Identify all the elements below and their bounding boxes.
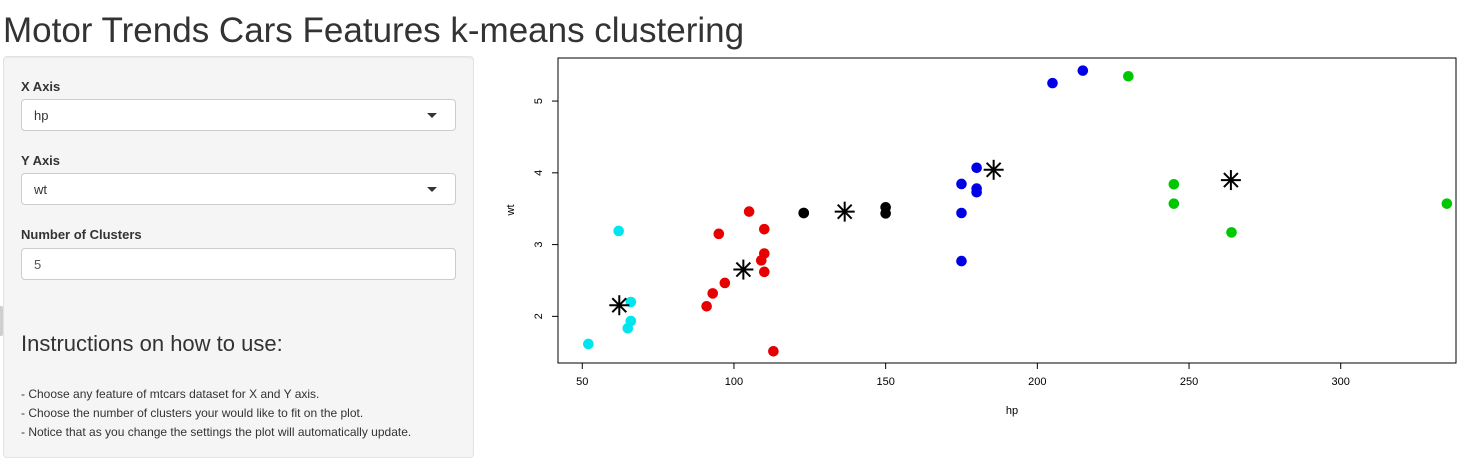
data-point [1441, 198, 1453, 209]
cluster-center-marker [1220, 170, 1241, 191]
cluster-center-marker [609, 295, 630, 316]
instruction-line: - Choose the number of clusters your wou… [21, 406, 364, 420]
center-star-stroke [735, 261, 752, 278]
y-axis-select-value: wt [34, 181, 47, 197]
data-point [625, 315, 637, 327]
data-point [701, 301, 712, 312]
clusters-input[interactable]: 5 [21, 248, 456, 280]
data-point [758, 248, 770, 259]
y-axis-select[interactable]: wt [21, 173, 456, 205]
data-point [758, 223, 770, 235]
instruction-line: - Notice that as you change the settings… [21, 425, 412, 439]
data-point [743, 206, 755, 217]
data-point [798, 207, 810, 219]
instructions-heading: Instructions on how to use: [21, 331, 283, 356]
data-point [1226, 227, 1237, 238]
cluster-center-marker [834, 201, 855, 222]
data-point [956, 207, 967, 219]
x-axis-label: X Axis [21, 79, 61, 94]
data-point [768, 346, 779, 357]
x-tick-label: 200 [1028, 376, 1046, 388]
data-point [971, 162, 982, 174]
cluster-center-marker [983, 159, 1004, 180]
center-star-stroke [1223, 172, 1239, 188]
data-point [1123, 71, 1134, 82]
page-title: Motor Trends Cars Features k-means clust… [3, 11, 745, 50]
data-point [971, 183, 982, 194]
center-star-stroke [985, 162, 1002, 178]
plot-frame [557, 57, 1457, 364]
cluster-center-marker [733, 259, 754, 280]
y-tick-label: 4 [533, 170, 545, 176]
center-star-stroke [836, 203, 853, 220]
instruction-line: - Choose any feature of mtcars dataset f… [21, 387, 320, 401]
y-axis-label: Y Axis [21, 153, 61, 168]
data-point [758, 266, 770, 278]
data-point [713, 228, 725, 240]
data-point [1168, 179, 1180, 190]
x-axis-select-value: hp [34, 107, 49, 123]
sidebar-collapse-handle[interactable] [0, 306, 3, 336]
data-point [583, 338, 594, 350]
data-point [613, 225, 624, 237]
data-point [1047, 77, 1058, 89]
data-point [956, 178, 967, 190]
x-axis-title: hp [1006, 405, 1018, 417]
data-point [719, 277, 731, 289]
y-tick-label: 3 [533, 242, 545, 248]
x-axis-select[interactable]: hp [21, 99, 456, 131]
clusters-label: Number of Clusters [21, 227, 142, 242]
kmeans-scatter-plot: hp wt 50 100 150 200 250 300 2 3 4 5 [505, 57, 1457, 417]
data-point [1168, 198, 1180, 209]
data-point [956, 255, 967, 267]
sidebar-panel: X Axis hp Y Axis wt Number of Clusters 5… [3, 56, 474, 458]
clusters-input-value: 5 [34, 256, 42, 272]
x-tick-label: 100 [725, 376, 743, 388]
center-star-stroke [611, 297, 627, 313]
x-tick-label: 50 [576, 376, 588, 388]
y-tick-label: 5 [533, 98, 545, 104]
y-axis-title: wt [505, 205, 517, 217]
chevron-down-icon [427, 186, 437, 192]
data-point [707, 288, 719, 299]
data-point [1077, 65, 1089, 76]
x-tick-label: 250 [1180, 376, 1198, 388]
x-tick-label: 300 [1332, 376, 1350, 388]
chevron-down-icon [427, 112, 437, 118]
x-tick-label: 150 [876, 376, 894, 388]
y-tick-label: 2 [533, 313, 545, 319]
data-point [880, 208, 891, 219]
